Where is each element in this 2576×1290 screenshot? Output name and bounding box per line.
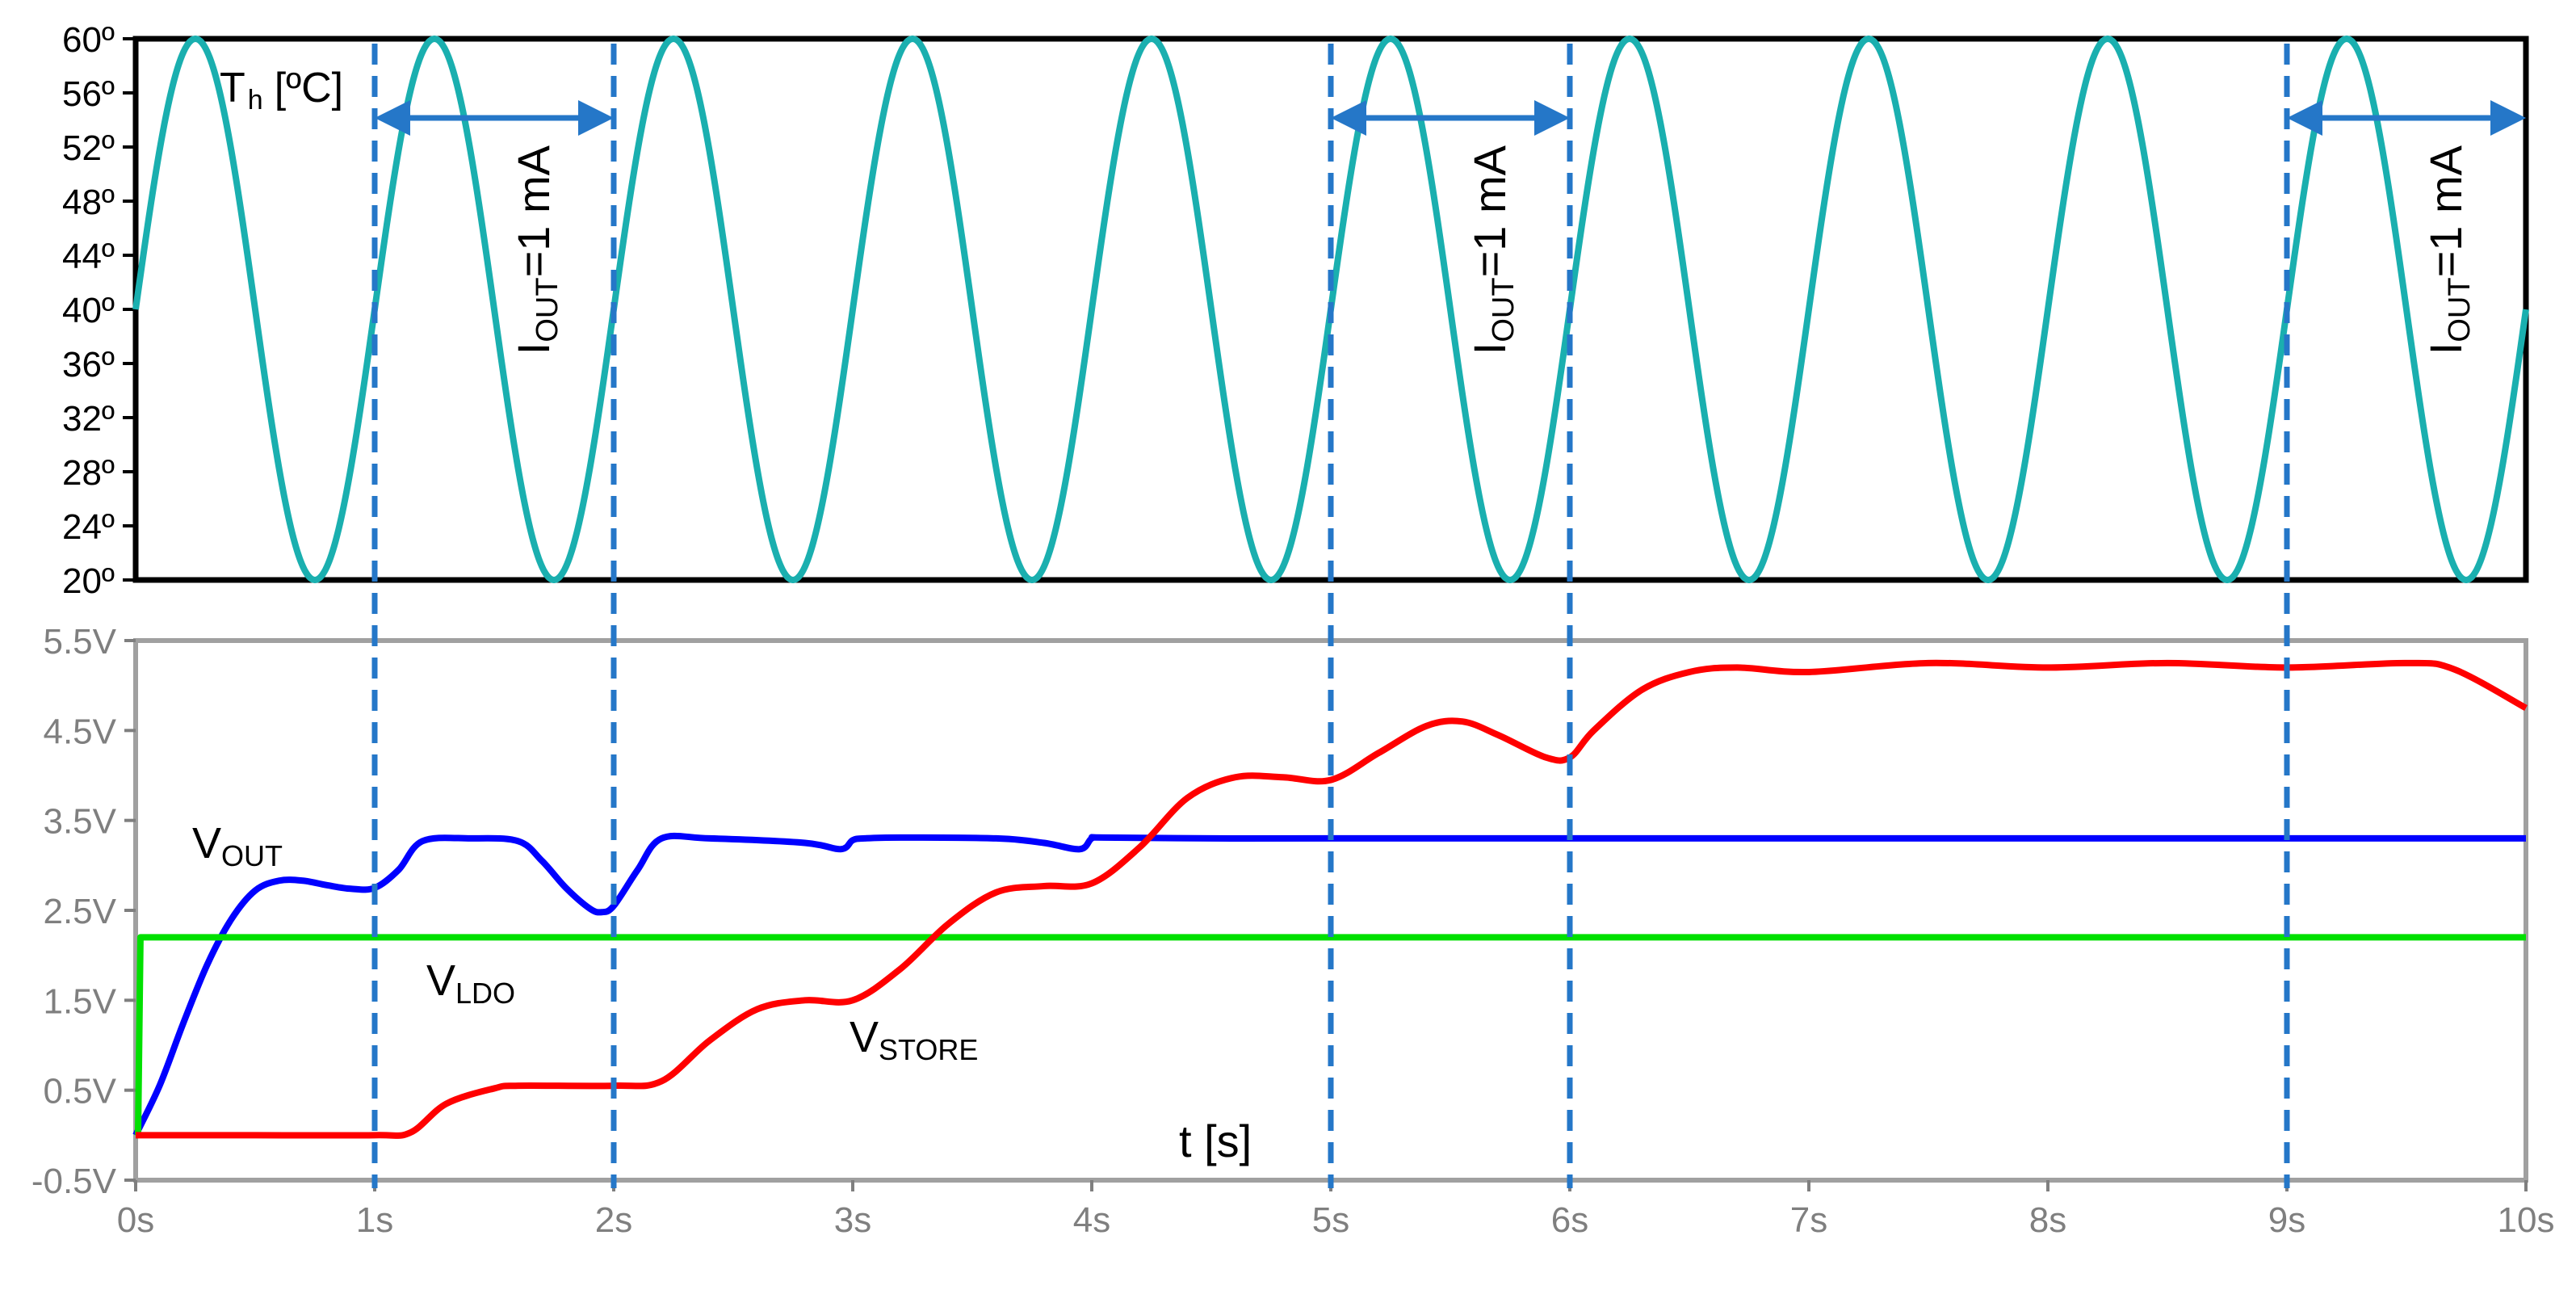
arrowhead-right bbox=[578, 100, 614, 136]
temperature-y-tick-label: 28º bbox=[62, 453, 115, 493]
time-x-axis-label: t [s] bbox=[1179, 1116, 1252, 1166]
time-x-tick-label: 10s bbox=[2498, 1200, 2555, 1240]
voltage-y-tick-label: 2.5V bbox=[43, 892, 116, 931]
voltage-y-ticks: 5.5V 4.5V 3.5V 2.5V 1.5V 0.5V -0.5V bbox=[31, 622, 136, 1201]
temperature-y-tick-label: 48º bbox=[62, 183, 115, 222]
temperature-y-tick-label: 56º bbox=[62, 74, 115, 114]
temperature-y-tick-label: 60º bbox=[62, 20, 115, 60]
time-x-tick-label: 3s bbox=[834, 1200, 871, 1240]
voltage-y-tick-label: 4.5V bbox=[43, 712, 116, 751]
voltage-y-tick-label: 5.5V bbox=[43, 622, 116, 662]
voltage-plot-frame bbox=[133, 638, 2528, 1183]
iout-current-label: IOUT=1 mA bbox=[1464, 145, 1521, 355]
time-x-tick-label: 4s bbox=[1073, 1200, 1110, 1240]
time-x-tick-label: 9s bbox=[2268, 1200, 2305, 1240]
temperature-y-ticks: 60º 56º 52º 48º 44º 40º 36º 32º 28º 24º 20º bbox=[62, 20, 136, 601]
iout-current-label: IOUT=1 mA bbox=[2420, 145, 2477, 355]
voltage-panel: 5.5V 4.5V 3.5V 2.5V 1.5V 0.5V -0.5V 0s 1s 2s 3s 4s… bbox=[31, 622, 2555, 1240]
time-x-tick-label: 1s bbox=[356, 1200, 393, 1240]
temperature-panel: 60º 56º 52º 48º 44º 40º 36º 32º 28º 24º 20º Th [ºC] bbox=[62, 20, 2529, 601]
voltage-y-tick-label: 1.5V bbox=[43, 981, 116, 1021]
temperature-y-tick-label: 36º bbox=[62, 345, 115, 384]
current-step-markers: IOUT=1 mA IOUT=1 mA IOUT=1 mA bbox=[371, 44, 2526, 1188]
temperature-y-tick-label: 32º bbox=[62, 399, 115, 439]
voltage-series-lines bbox=[132, 659, 2528, 1139]
arrowhead-left bbox=[2287, 100, 2322, 136]
time-x-tick-label: 6s bbox=[1551, 1200, 1588, 1240]
time-x-tick-label: 7s bbox=[1790, 1200, 1827, 1240]
time-x-tick-label: 0s bbox=[117, 1200, 154, 1240]
temperature-y-tick-label: 20º bbox=[62, 561, 115, 601]
voltage-y-tick-label: 0.5V bbox=[43, 1072, 116, 1111]
time-x-tick-label: 2s bbox=[595, 1200, 632, 1240]
arrowhead-right bbox=[2490, 100, 2526, 136]
voltage-y-tick-label: -0.5V bbox=[31, 1162, 117, 1201]
vout-series-label: VOUT bbox=[192, 819, 283, 872]
arrowhead-left bbox=[375, 100, 410, 136]
time-x-tick-label: 5s bbox=[1312, 1200, 1349, 1240]
vout-voltage-line bbox=[132, 832, 2526, 1137]
temperature-y-tick-label: 40º bbox=[62, 291, 115, 330]
time-x-tick-label: 8s bbox=[2029, 1200, 2066, 1240]
voltage-y-tick-label: 3.5V bbox=[43, 802, 116, 842]
vldo-series-label: VLDO bbox=[426, 956, 515, 1010]
arrowhead-right bbox=[1534, 100, 1570, 136]
vstore-series-label: VSTORE bbox=[850, 1013, 978, 1066]
temperature-y-tick-label: 44º bbox=[62, 237, 115, 276]
temperature-y-tick-label: 24º bbox=[62, 507, 115, 547]
vstore-voltage-line bbox=[136, 659, 2528, 1139]
temperature-y-tick-label: 52º bbox=[62, 128, 115, 168]
time-x-ticks: 0s 1s 2s 3s 4s 5s 6s 7s 8s 9s 10s bbox=[117, 1180, 2555, 1240]
arrowhead-left bbox=[1331, 100, 1366, 136]
iout-current-label: IOUT=1 mA bbox=[508, 145, 564, 355]
temperature-y-label: Th [ºC] bbox=[220, 65, 343, 116]
